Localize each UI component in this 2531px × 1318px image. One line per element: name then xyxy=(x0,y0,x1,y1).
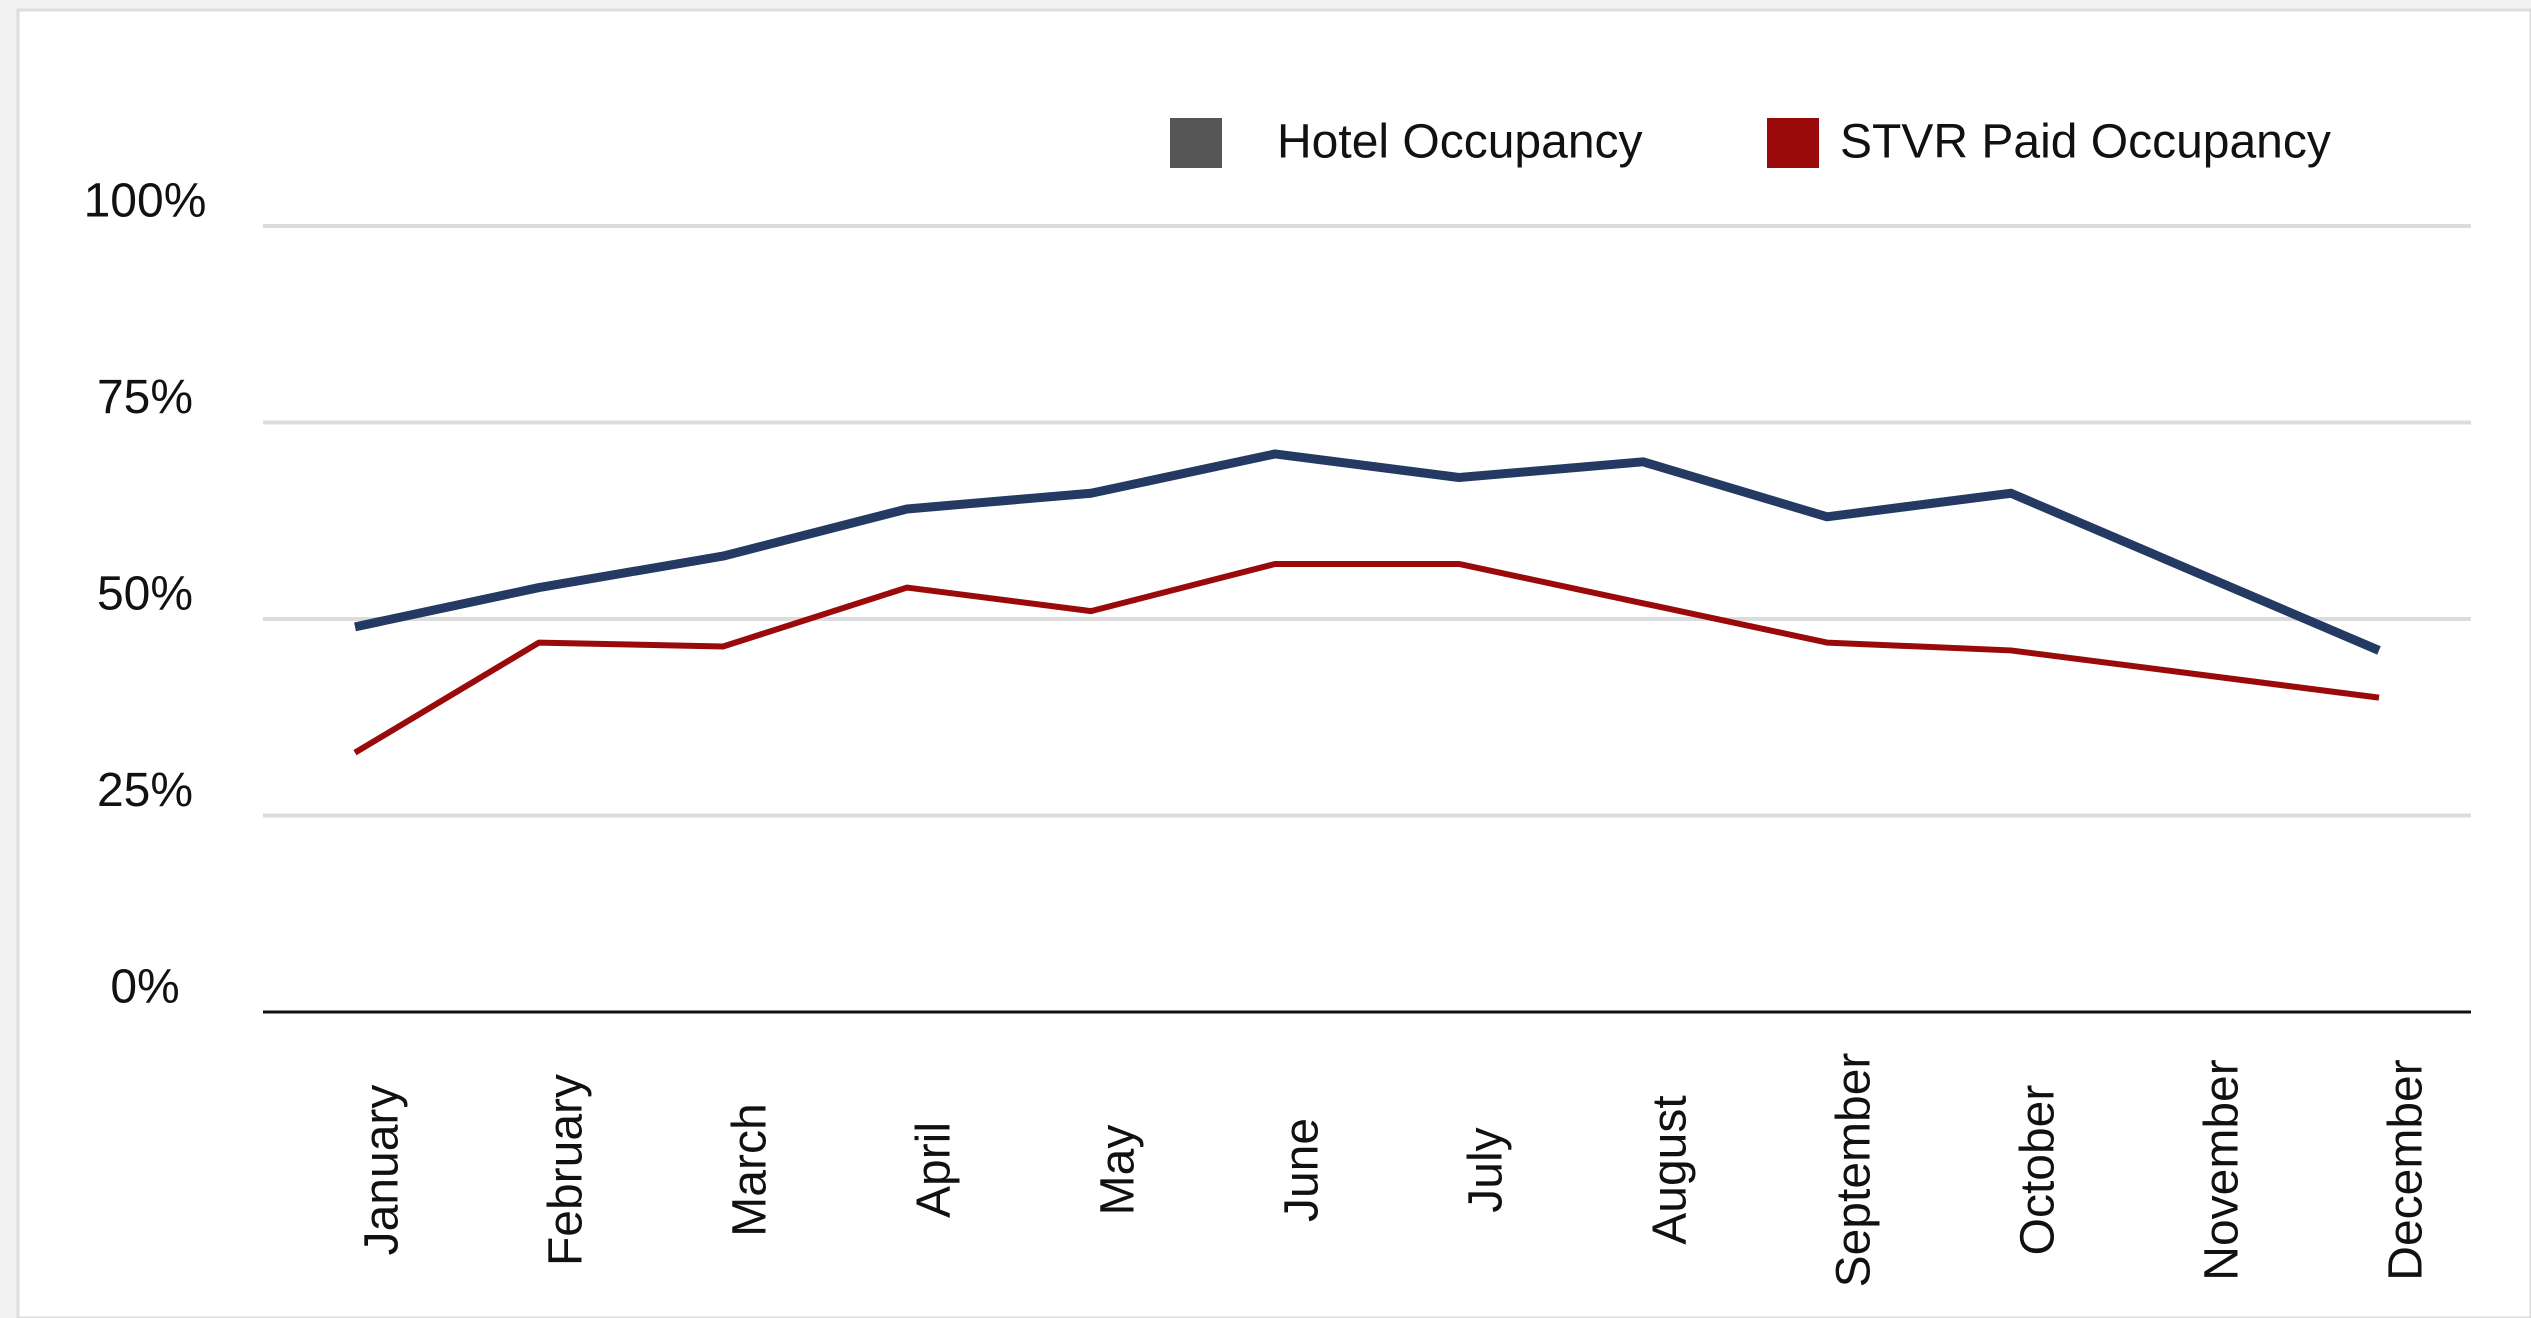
legend-label: STVR Paid Occupancy xyxy=(1840,116,2331,169)
legend-label: Hotel Occupancy xyxy=(1277,116,1643,169)
x-tick-label: March xyxy=(724,1103,777,1236)
y-tick-label: 100% xyxy=(84,175,207,228)
line-series xyxy=(353,560,2380,756)
x-tick-label: May xyxy=(1092,1125,1145,1216)
x-tick-label: August xyxy=(1644,1095,1697,1244)
x-tick-label: September xyxy=(1828,1053,1881,1288)
y-tick-label: 50% xyxy=(97,568,193,621)
x-tick-label: December xyxy=(2380,1059,2433,1280)
y-tick-label: 75% xyxy=(97,371,193,424)
y-tick-label: 25% xyxy=(97,764,193,817)
legend-swatch xyxy=(1767,118,1819,168)
y-tick-label: 0% xyxy=(110,961,179,1014)
x-tick-label: October xyxy=(2012,1085,2065,1256)
x-tick-label: July xyxy=(1460,1127,1513,1212)
x-tick-label: February xyxy=(540,1074,593,1266)
legend-swatch xyxy=(1170,118,1222,168)
x-tick-label: June xyxy=(1276,1118,1329,1222)
x-tick-label: April xyxy=(908,1122,961,1218)
line-series xyxy=(354,449,2381,655)
x-tick-label: January xyxy=(356,1085,409,1256)
x-tick-label: November xyxy=(2196,1059,2249,1280)
